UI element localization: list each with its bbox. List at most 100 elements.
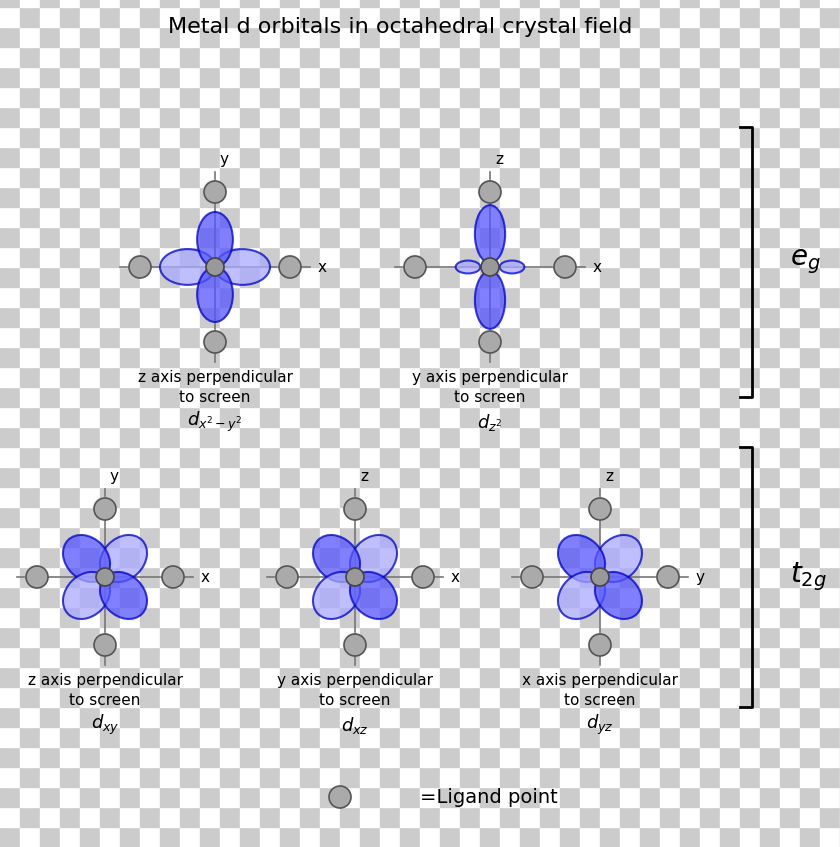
Bar — [440, 587, 460, 607]
Bar — [540, 207, 560, 227]
Bar — [620, 267, 640, 287]
Bar — [540, 267, 560, 287]
Bar — [360, 27, 380, 47]
Circle shape — [519, 564, 541, 586]
Bar — [300, 107, 320, 127]
Bar — [240, 827, 260, 847]
Bar — [260, 327, 280, 347]
Bar — [360, 547, 380, 567]
Bar — [600, 507, 620, 527]
Bar — [140, 607, 160, 627]
Bar — [580, 127, 600, 147]
Bar — [300, 187, 320, 207]
Bar — [740, 87, 760, 107]
Bar — [560, 587, 580, 607]
Bar — [440, 267, 460, 287]
Bar — [260, 87, 280, 107]
Bar — [520, 407, 540, 427]
Bar — [40, 387, 60, 407]
Bar — [820, 827, 840, 847]
Bar — [220, 7, 240, 27]
Bar — [600, 607, 620, 627]
Bar — [700, 827, 720, 847]
Bar — [100, 367, 120, 387]
Bar — [500, 467, 520, 487]
Bar — [0, 467, 20, 487]
Bar — [260, 547, 280, 567]
Bar — [260, 47, 280, 67]
Bar — [760, 487, 780, 507]
Circle shape — [587, 633, 609, 655]
Circle shape — [281, 258, 297, 274]
Bar — [520, 447, 540, 467]
Bar — [580, 487, 600, 507]
Bar — [700, 667, 720, 687]
Bar — [400, 47, 420, 67]
Bar — [100, 807, 120, 827]
Bar — [0, 127, 20, 147]
Bar — [180, 367, 200, 387]
Bar — [720, 127, 740, 147]
Bar — [460, 467, 480, 487]
Bar — [40, 167, 60, 187]
Bar — [40, 347, 60, 367]
Bar — [720, 547, 740, 567]
Bar — [700, 247, 720, 267]
Bar — [240, 307, 260, 327]
Bar — [120, 547, 140, 567]
Bar — [180, 647, 200, 667]
Bar — [780, 527, 800, 547]
Bar — [120, 167, 140, 187]
Bar — [780, 747, 800, 767]
Bar — [280, 227, 300, 247]
Bar — [460, 187, 480, 207]
Bar — [540, 507, 560, 527]
Bar — [740, 427, 760, 447]
Bar — [760, 67, 780, 87]
Bar — [720, 187, 740, 207]
Bar — [540, 687, 560, 707]
Bar — [820, 667, 840, 687]
Bar — [180, 247, 200, 267]
Bar — [60, 27, 80, 47]
Bar — [460, 567, 480, 587]
Bar — [520, 807, 540, 827]
Bar — [360, 467, 380, 487]
Bar — [100, 147, 120, 167]
Bar — [740, 607, 760, 627]
Bar — [420, 707, 440, 727]
Bar — [820, 387, 840, 407]
Bar — [100, 47, 120, 67]
Bar — [700, 0, 720, 7]
Bar — [300, 647, 320, 667]
Bar — [580, 547, 600, 567]
Circle shape — [96, 568, 114, 586]
Text: y axis perpendicular: y axis perpendicular — [412, 369, 568, 385]
Bar — [640, 207, 660, 227]
Bar — [640, 707, 660, 727]
Circle shape — [477, 329, 499, 352]
Bar — [120, 107, 140, 127]
Bar — [580, 527, 600, 547]
Bar — [160, 7, 180, 27]
Bar — [280, 87, 300, 107]
Ellipse shape — [313, 572, 360, 619]
Bar — [800, 247, 820, 267]
Bar — [80, 87, 100, 107]
Bar — [620, 27, 640, 47]
Bar — [460, 667, 480, 687]
Bar — [160, 507, 180, 527]
Bar — [20, 127, 40, 147]
Bar — [20, 287, 40, 307]
Bar — [660, 667, 680, 687]
Bar — [500, 747, 520, 767]
Bar — [340, 627, 360, 647]
Bar — [360, 627, 380, 647]
Bar — [400, 507, 420, 527]
Bar — [660, 207, 680, 227]
Bar — [320, 167, 340, 187]
Bar — [620, 587, 640, 607]
Bar — [600, 7, 620, 27]
Bar — [300, 0, 320, 7]
Bar — [620, 447, 640, 467]
